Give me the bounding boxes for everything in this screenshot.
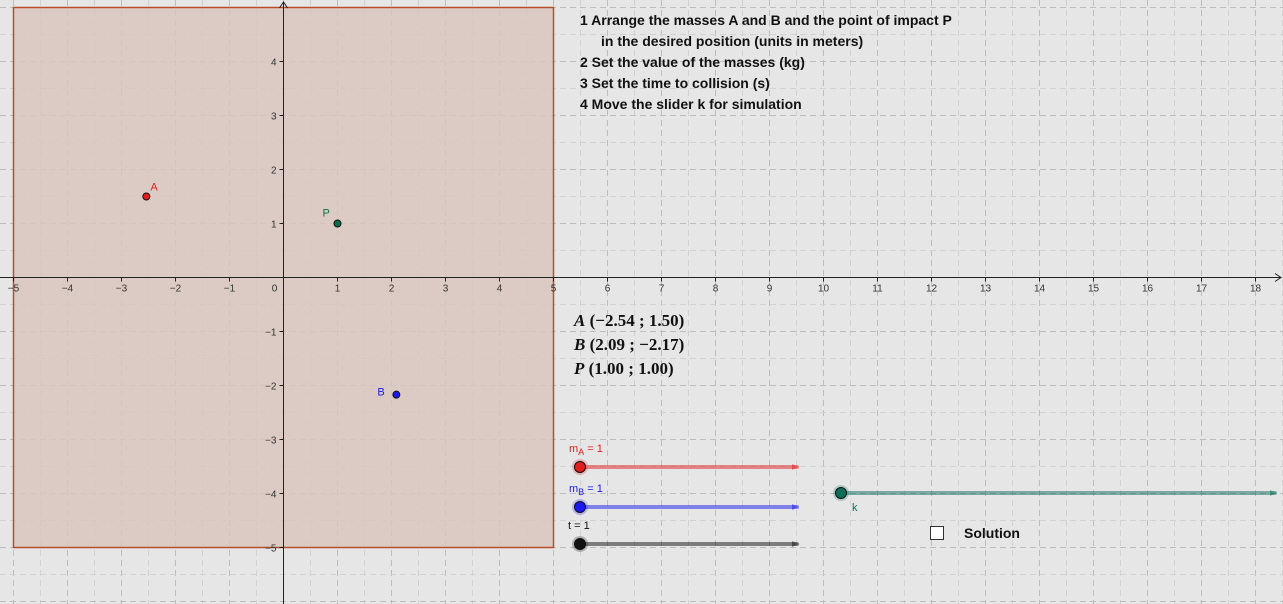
y-tick-label: −3 — [265, 436, 277, 447]
x-tick-label: −2 — [170, 284, 182, 295]
x-tick-label: −1 — [224, 284, 236, 295]
sliders-layer[interactable]: mA = 1 mB = 1 t = 1 k — [568, 443, 1277, 552]
x-tick-label: −5 — [8, 284, 20, 295]
x-tick-label: 1 — [335, 284, 341, 295]
y-tick-label: −5 — [265, 544, 277, 555]
solution-checkbox[interactable] — [930, 526, 944, 540]
x-tick-label: 16 — [1142, 284, 1154, 295]
coordinate-value: (2.09 ; −2.17) — [589, 335, 685, 354]
x-axis-arrow — [1274, 273, 1282, 282]
y-tick-label: −4 — [265, 490, 277, 501]
slider-label: k — [852, 502, 858, 514]
x-tick-label: 8 — [713, 284, 719, 295]
coordinate-value: (1.00 ; 1.00) — [588, 359, 674, 378]
y-tick-label: 4 — [271, 58, 277, 69]
point-a[interactable] — [142, 192, 151, 201]
y-tick-label: 3 — [271, 112, 277, 123]
slider-knob[interactable] — [574, 501, 586, 513]
x-tick-label: 2 — [389, 284, 395, 295]
coordinate-value: (−2.54 ; 1.50) — [589, 311, 685, 330]
instruction-line: in the desired position (units in meters… — [601, 33, 864, 49]
x-tick-label: −3 — [116, 284, 128, 295]
y-tick-label: −2 — [265, 382, 277, 393]
instructions-text: 1 Arrange the masses A and B and the poi… — [580, 10, 952, 115]
solution-label: Solution — [964, 525, 1020, 541]
y-tick-label: −1 — [265, 328, 277, 339]
point-p[interactable] — [333, 219, 342, 228]
slider-arrow — [792, 541, 798, 547]
y-tick-label: 1 — [271, 220, 277, 231]
points-layer[interactable]: A P B — [142, 182, 401, 399]
x-tick-label: 10 — [818, 284, 830, 295]
slider-arrow — [792, 464, 798, 470]
x-tick-label: 9 — [767, 284, 773, 295]
x-tick-label: 15 — [1088, 284, 1100, 295]
x-tick-label: 7 — [659, 284, 665, 295]
x-tick-label: 17 — [1196, 284, 1208, 295]
instruction-line: 4 Move the slider k for simulation — [580, 96, 802, 112]
slider-knob[interactable] — [574, 538, 586, 550]
instruction-line: 3 Set the time to collision (s) — [580, 75, 770, 91]
slider-label: mB = 1 — [569, 483, 603, 497]
coordinate-a: A (−2.54 ; 1.50) — [574, 309, 684, 333]
x-tick-label: 13 — [980, 284, 992, 295]
coordinate-b: B (2.09 ; −2.17) — [574, 333, 684, 357]
x-tick-label: −4 — [62, 284, 74, 295]
coordinates-text: A (−2.54 ; 1.50) B (2.09 ; −2.17) P (1.0… — [574, 309, 684, 381]
x-tick-label: 5 — [551, 284, 557, 295]
x-tick-label: 3 — [443, 284, 449, 295]
instruction-line: 2 Set the value of the masses (kg) — [580, 54, 805, 70]
slider-knob[interactable] — [835, 487, 847, 499]
slider-label: t = 1 — [568, 520, 590, 532]
instruction-line: 1 Arrange the masses A and B and the poi… — [580, 12, 952, 28]
coordinate-name: A — [574, 311, 586, 330]
x-tick-label: 6 — [605, 284, 611, 295]
x-tick-label: 12 — [926, 284, 938, 295]
solution-toggle[interactable]: Solution — [930, 525, 1020, 541]
y-tick-label: 2 — [271, 166, 277, 177]
point-label-p: P — [323, 208, 330, 220]
tick-labels: −5 −4 −3 −2 −1 0 1 2 3 4 5 6 7 8 9 10 11 12 13 14 15 16 17 1843… — [8, 58, 1262, 555]
y-axis-arrow — [279, 1, 288, 9]
coordinate-name: P — [574, 359, 585, 378]
x-tick-label: 4 — [497, 284, 503, 295]
point-b[interactable] — [392, 390, 401, 399]
x-tick-label: 14 — [1034, 284, 1046, 295]
x-tick-label: 18 — [1250, 284, 1262, 295]
x-tick-label: 11 — [872, 284, 883, 295]
coordinate-name: B — [574, 335, 586, 354]
slider-arrow — [792, 504, 798, 510]
coordinate-p: P (1.00 ; 1.00) — [574, 357, 684, 381]
slider-label: mA = 1 — [569, 443, 603, 457]
x-tick-label: 0 — [272, 284, 278, 295]
slider-arrow — [1270, 490, 1276, 496]
slider-knob[interactable] — [574, 461, 586, 473]
point-label-a: A — [150, 182, 158, 194]
point-label-b: B — [377, 387, 384, 399]
